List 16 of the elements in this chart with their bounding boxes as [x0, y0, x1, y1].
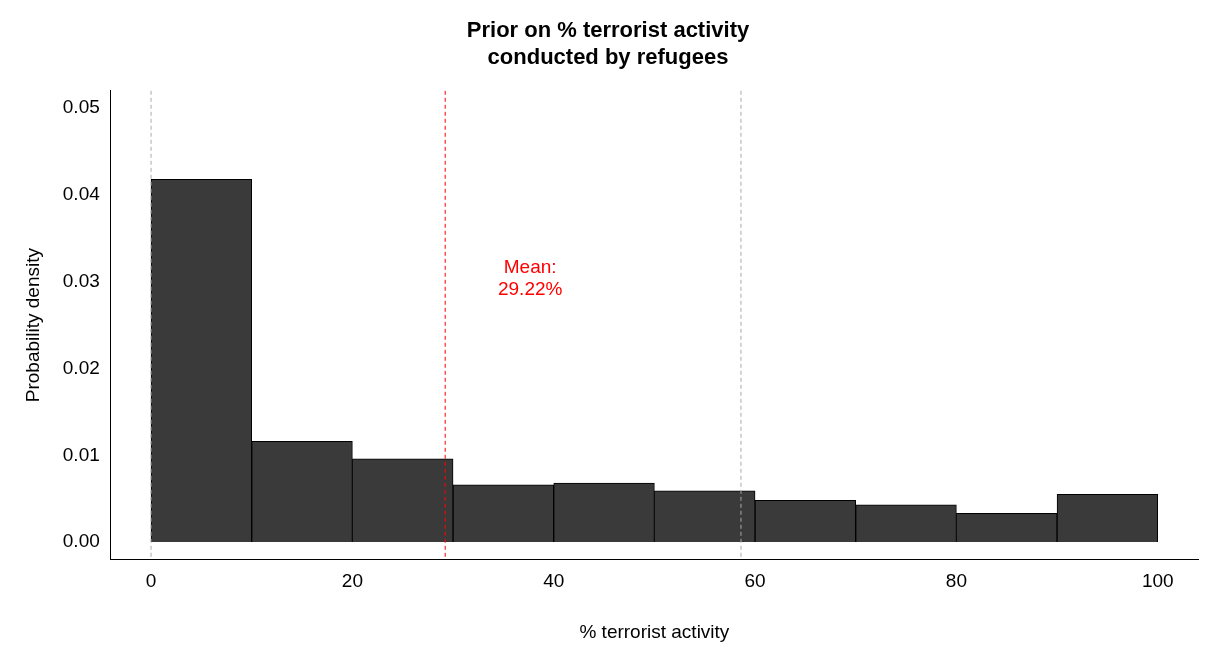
x-tick-label: 60: [744, 570, 766, 592]
x-axis-title: % terrorist activity: [579, 620, 730, 642]
x-tick-label: 80: [945, 570, 967, 592]
x-tick-label: 20: [341, 570, 363, 592]
y-axis-title: Probability density: [21, 247, 43, 403]
y-tick-label: 0.01: [62, 443, 100, 465]
y-tick-label: 0.04: [62, 183, 101, 205]
y-tick-label: 0.03: [62, 269, 100, 291]
y-tick-label: 0.00: [62, 530, 100, 552]
y-tick-label: 0.02: [62, 356, 100, 378]
x-tick-label: 100: [1141, 570, 1174, 592]
chart-title: Prior on % terrorist activity conducted by refugees: [466, 17, 750, 69]
x-tick-label: 40: [543, 570, 565, 592]
ref-line-label: Mean: 29.22%: [497, 256, 563, 300]
x-tick-label: 0: [145, 570, 157, 592]
y-tick-label: 0.05: [62, 96, 100, 118]
